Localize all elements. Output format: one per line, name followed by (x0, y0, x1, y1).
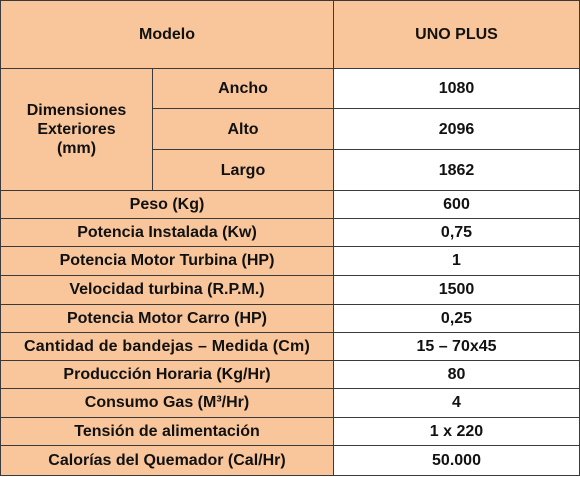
spec-value-peso: 600 (333, 190, 580, 220)
dimension-value-ancho: 1080 (333, 68, 580, 110)
table-row-peso: Peso (Kg) 600 (0, 190, 580, 220)
dimensions-label-line1: Dimensiones (26, 102, 127, 120)
table-row-potencia-turbina: Potencia Motor Turbina (HP) 1 (0, 246, 580, 276)
dimension-value-alto: 2096 (333, 108, 580, 151)
table-row-tension: Tensión de alimentación 1 x 220 (0, 416, 580, 446)
dimension-label-alto: Alto (152, 108, 334, 151)
spec-label-calorias: Calorías del Quemador (Cal/Hr) (0, 444, 334, 477)
table-row-potencia-instalada: Potencia Instalada (Kw) 0,75 (0, 218, 580, 248)
spec-value-bandejas: 15 – 70x45 (333, 331, 580, 361)
dimension-label-ancho: Ancho (152, 68, 334, 110)
model-label: Modelo (0, 0, 334, 70)
spec-value-potencia-turbina: 1 (333, 246, 580, 276)
spec-label-potencia-turbina: Potencia Motor Turbina (HP) (0, 246, 334, 276)
dimension-value-largo: 1862 (333, 149, 580, 192)
spec-value-produccion: 80 (333, 359, 580, 389)
dimensions-label-line3: (mm) (56, 140, 97, 158)
table-row-produccion: Producción Horaria (Kg/Hr) 80 (0, 359, 580, 389)
model-value: UNO PLUS (333, 0, 580, 70)
spec-label-peso: Peso (Kg) (0, 190, 334, 220)
spec-label-bandejas: Cantidad de bandejas – Medida (Cm) (0, 331, 334, 361)
table-row-calorias: Calorías del Quemador (Cal/Hr) 50.000 (0, 444, 580, 477)
spec-label-potencia-instalada: Potencia Instalada (Kw) (0, 218, 334, 248)
table-row-consumo-gas: Consumo Gas (M³/Hr) 4 (0, 387, 580, 418)
spec-value-tension: 1 x 220 (333, 416, 580, 446)
spec-label-potencia-carro: Potencia Motor Carro (HP) (0, 303, 334, 333)
spec-value-calorias: 50.000 (333, 444, 580, 477)
table-row-ancho: Dimensiones Exteriores (mm) Ancho 1080 (0, 68, 580, 192)
table-row-alto: Alto 2096 (1, 108, 580, 151)
table-row-bandejas: Cantidad de bandejas – Medida (Cm) 15 – … (0, 331, 580, 361)
spec-value-consumo-gas: 4 (333, 387, 580, 418)
table-row-largo: Largo 1862 (1, 149, 580, 192)
spec-label-produccion: Producción Horaria (Kg/Hr) (0, 359, 334, 389)
spec-label-velocidad-turbina: Velocidad turbina (R.P.M.) (0, 274, 334, 305)
spec-value-velocidad-turbina: 1500 (333, 274, 580, 305)
dimensions-label-line2: Exteriores (37, 121, 116, 139)
dimensions-group-label: Dimensiones Exteriores (mm) (0, 68, 153, 192)
spec-label-tension: Tensión de alimentación (0, 416, 334, 446)
spec-label-consumo-gas: Consumo Gas (M³/Hr) (0, 387, 334, 418)
spec-value-potencia-carro: 0,25 (333, 303, 580, 333)
table-row-potencia-carro: Potencia Motor Carro (HP) 0,25 (0, 303, 580, 333)
dimension-label-largo: Largo (152, 149, 334, 192)
table-row-model: Modelo UNO PLUS (0, 0, 580, 70)
table-row-velocidad-turbina: Velocidad turbina (R.P.M.) 1500 (0, 274, 580, 305)
spec-value-potencia-instalada: 0,75 (333, 218, 580, 248)
